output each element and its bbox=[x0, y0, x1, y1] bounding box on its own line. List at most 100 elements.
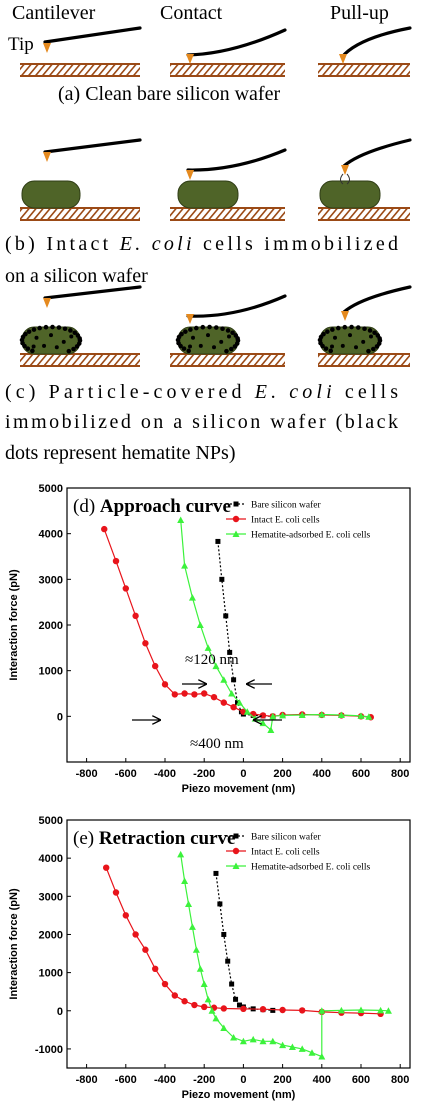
marker bbox=[212, 1014, 220, 1022]
marker bbox=[279, 1006, 286, 1014]
marker bbox=[142, 640, 149, 647]
marker bbox=[201, 1003, 208, 1011]
particle bbox=[232, 344, 238, 349]
caption-line: dots represent hematite NPs) bbox=[5, 442, 236, 464]
panel-title-text: Approach curve bbox=[100, 496, 231, 517]
cantilever bbox=[186, 294, 287, 318]
legend-label: Intact E. coli cells bbox=[251, 516, 320, 526]
particle bbox=[340, 343, 345, 348]
marker bbox=[171, 992, 178, 999]
particle bbox=[330, 344, 334, 349]
x-tick-label: 0 bbox=[240, 768, 246, 780]
marker bbox=[249, 1035, 257, 1043]
tip bbox=[43, 298, 51, 308]
x-tick-label: 800 bbox=[391, 1074, 409, 1086]
marker bbox=[185, 900, 193, 907]
marker bbox=[279, 1041, 287, 1049]
substrate bbox=[170, 354, 285, 366]
tip bbox=[339, 54, 347, 64]
cantilever bbox=[186, 28, 287, 57]
substrate bbox=[20, 64, 140, 76]
marker bbox=[200, 980, 208, 988]
legend-marker bbox=[233, 501, 239, 507]
particle bbox=[207, 324, 212, 330]
marker bbox=[298, 711, 306, 718]
y-tick-label: 0 bbox=[57, 1006, 63, 1018]
particle bbox=[193, 325, 199, 331]
marker bbox=[181, 877, 189, 885]
particle bbox=[206, 333, 210, 338]
tip bbox=[186, 314, 194, 324]
particle bbox=[191, 335, 195, 340]
cantilever bbox=[43, 138, 142, 154]
marker bbox=[188, 923, 196, 930]
y-tick-label: 4000 bbox=[39, 529, 63, 541]
tip bbox=[186, 54, 194, 64]
marker bbox=[236, 1002, 242, 1008]
particle bbox=[43, 324, 49, 330]
substrate bbox=[318, 208, 410, 220]
particle bbox=[181, 346, 187, 351]
particle bbox=[186, 348, 192, 354]
substrate bbox=[318, 64, 410, 76]
y-tick-label: 5000 bbox=[39, 815, 63, 827]
marker bbox=[227, 649, 233, 655]
marker bbox=[267, 726, 275, 734]
caption-line: (c) Particle-covered E. coli cells bbox=[5, 381, 398, 403]
marker bbox=[112, 557, 120, 565]
series-line bbox=[215, 873, 273, 1011]
y-tick-label: 2000 bbox=[39, 620, 63, 632]
particle bbox=[69, 334, 74, 339]
substrate bbox=[170, 64, 285, 76]
marker bbox=[103, 864, 110, 871]
particle bbox=[23, 331, 28, 337]
marker bbox=[223, 613, 229, 619]
y-tick-label: 1000 bbox=[39, 968, 63, 980]
legend-marker bbox=[232, 862, 240, 869]
y-tick-label: 0 bbox=[57, 711, 63, 723]
particle bbox=[227, 334, 231, 339]
marker bbox=[243, 708, 251, 715]
marker bbox=[259, 1037, 267, 1045]
particle bbox=[349, 324, 354, 330]
particle bbox=[325, 329, 330, 334]
substrate bbox=[20, 354, 140, 366]
plot-frame bbox=[66, 819, 411, 1069]
marker bbox=[112, 889, 120, 896]
particle bbox=[330, 327, 335, 332]
caption-part: E. coli bbox=[254, 381, 332, 403]
particle bbox=[179, 331, 184, 337]
panel-label: (e) bbox=[73, 828, 99, 849]
particle bbox=[31, 344, 36, 349]
marker bbox=[228, 690, 236, 697]
series-line bbox=[180, 854, 389, 1058]
cantilever bbox=[186, 148, 287, 172]
marker bbox=[279, 711, 287, 719]
marker bbox=[259, 719, 267, 727]
particle bbox=[372, 330, 377, 336]
particle bbox=[26, 329, 32, 334]
particle bbox=[366, 348, 371, 354]
series-line bbox=[217, 541, 273, 717]
marker bbox=[299, 1007, 306, 1014]
cantilever bbox=[43, 285, 142, 300]
particle bbox=[31, 327, 37, 332]
marker bbox=[181, 690, 188, 697]
y-tick-label: -1000 bbox=[35, 1044, 63, 1056]
particle bbox=[321, 331, 326, 337]
column-label: Cantilever bbox=[12, 2, 96, 24]
panel-label: (d) bbox=[73, 496, 100, 517]
y-tick-label: 5000 bbox=[39, 483, 63, 495]
marker bbox=[225, 958, 231, 964]
substrate bbox=[20, 208, 140, 220]
particle bbox=[362, 326, 367, 331]
x-tick-label: -600 bbox=[115, 1074, 137, 1086]
marker bbox=[233, 996, 239, 1002]
marker bbox=[220, 1005, 227, 1012]
marker bbox=[101, 525, 108, 533]
marker bbox=[208, 1007, 216, 1014]
marker bbox=[220, 1024, 228, 1031]
marker bbox=[230, 704, 237, 711]
particle bbox=[219, 339, 224, 344]
